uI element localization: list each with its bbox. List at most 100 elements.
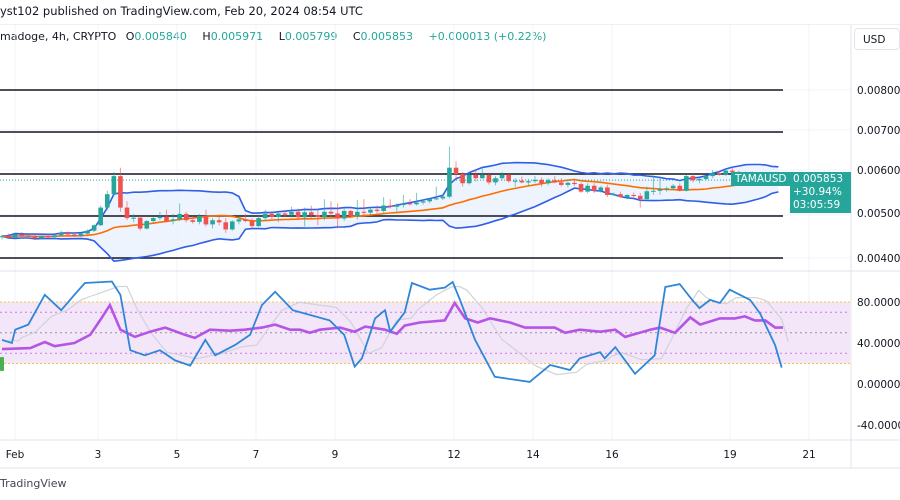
candle xyxy=(282,209,288,217)
candle-body xyxy=(559,182,564,185)
candle xyxy=(368,207,373,216)
candle xyxy=(177,203,182,222)
candle xyxy=(565,181,571,188)
candle xyxy=(39,235,44,240)
candle xyxy=(690,174,696,183)
candle xyxy=(624,194,630,200)
candle xyxy=(420,200,426,205)
candle-body xyxy=(433,198,439,200)
candle-body xyxy=(401,203,406,206)
candle xyxy=(151,216,156,224)
candle-body xyxy=(473,174,479,179)
candle-body xyxy=(72,234,77,236)
candle-body xyxy=(236,219,242,222)
candle xyxy=(480,166,485,180)
candle xyxy=(466,171,472,185)
close-label: C xyxy=(352,30,361,43)
candle-body xyxy=(374,209,380,211)
candle-body xyxy=(414,202,419,205)
currency-button[interactable]: USD xyxy=(854,28,900,50)
tradingview-logo: TradingView xyxy=(0,477,67,490)
candle-body xyxy=(78,233,84,236)
candle xyxy=(684,174,689,192)
candle-body xyxy=(262,213,268,219)
candle xyxy=(328,201,334,219)
candle-body xyxy=(243,219,248,222)
candle xyxy=(598,185,604,193)
candle xyxy=(453,161,459,181)
symbol-name[interactable]: madoge, 4h, CRYPTO xyxy=(0,30,117,43)
candle xyxy=(433,186,439,201)
candle-body xyxy=(460,174,465,184)
candle xyxy=(262,209,268,222)
candle xyxy=(723,168,729,177)
candle xyxy=(190,216,196,224)
candle-body xyxy=(65,232,71,235)
candle xyxy=(91,224,97,232)
time-tick-label: 14 xyxy=(526,449,540,461)
candle-body xyxy=(308,212,314,216)
candle xyxy=(164,209,169,223)
indicator-value-badge xyxy=(0,357,4,371)
stoch-d-line xyxy=(8,285,789,376)
candle-body xyxy=(144,221,150,229)
candle-body xyxy=(223,222,229,230)
time-tick-label: 7 xyxy=(253,449,260,461)
time-tick-label: 12 xyxy=(447,449,460,461)
candle xyxy=(203,209,209,227)
candle-body xyxy=(730,170,735,172)
time-tick-label: 21 xyxy=(802,449,815,461)
candle xyxy=(183,211,189,223)
change-value: +0.000013 (+0.22%) xyxy=(428,30,547,43)
open-value: 0.005840 xyxy=(134,30,187,43)
candle-body xyxy=(137,217,143,229)
candle xyxy=(394,203,400,212)
candle xyxy=(506,174,511,183)
candle-body xyxy=(703,176,709,180)
candle-body xyxy=(183,213,189,221)
candle-body xyxy=(578,184,584,192)
candle xyxy=(78,232,84,237)
candle xyxy=(144,220,150,230)
change-percent: +30.94% xyxy=(793,186,842,198)
candle xyxy=(572,179,577,186)
low-value: 0.005799 xyxy=(284,30,338,43)
candle xyxy=(230,220,235,231)
candle xyxy=(387,199,393,209)
candle-body xyxy=(85,230,90,234)
candle xyxy=(355,200,360,220)
candle-body xyxy=(98,207,103,226)
candle-body xyxy=(91,225,97,231)
candle-body xyxy=(427,199,432,202)
candle xyxy=(315,209,321,226)
candle xyxy=(341,207,347,222)
candle-body xyxy=(512,180,518,182)
candle-body xyxy=(631,195,636,196)
candle-body xyxy=(118,176,123,208)
candle xyxy=(295,208,301,221)
candle xyxy=(526,179,531,186)
candle-body xyxy=(348,210,354,216)
ticker-tag: TAMAUSD xyxy=(731,172,791,186)
candle-body xyxy=(45,236,51,238)
candle xyxy=(32,234,38,240)
candle xyxy=(611,192,617,197)
candle-body xyxy=(170,219,176,222)
candle-body xyxy=(723,170,729,175)
candle-body xyxy=(598,187,604,191)
candle-body xyxy=(407,203,413,205)
candle-body xyxy=(177,213,182,220)
candle-body xyxy=(210,220,215,225)
candle xyxy=(381,197,386,213)
candle-body xyxy=(624,195,630,198)
time-tick-label: 16 xyxy=(605,449,619,461)
candle xyxy=(644,186,650,200)
low-label: L xyxy=(278,30,285,43)
candle-body xyxy=(295,211,301,218)
candle xyxy=(427,198,432,204)
candle xyxy=(197,213,202,225)
close-value: 0.005853 xyxy=(360,30,414,43)
candle-body xyxy=(447,167,452,197)
